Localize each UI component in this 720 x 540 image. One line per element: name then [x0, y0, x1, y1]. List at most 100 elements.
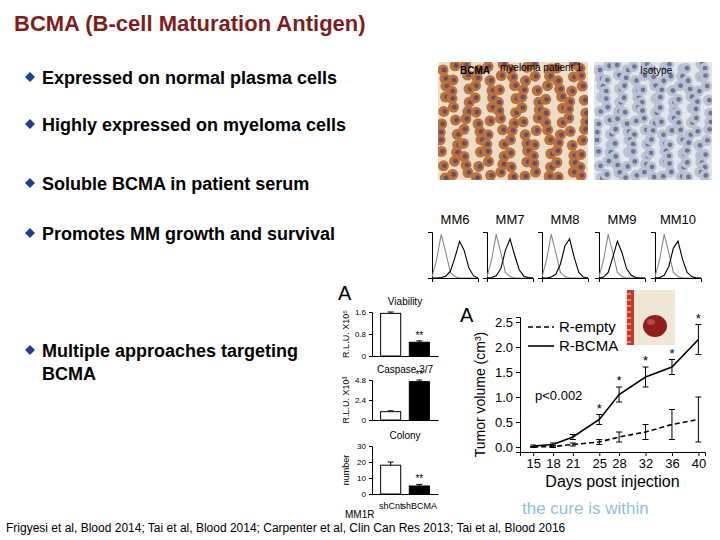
error-bar [550, 443, 556, 446]
nucleus [624, 75, 629, 80]
y-tick-mark [369, 478, 372, 479]
cell [551, 157, 562, 168]
chart-title: MM6 [441, 212, 470, 227]
cell [681, 145, 692, 156]
y-tick-label: 1.6 [355, 308, 367, 317]
nucleus [670, 88, 675, 93]
nucleus [498, 87, 503, 92]
cell [485, 75, 496, 86]
series-line [599, 241, 645, 278]
y-tick-mark [369, 400, 372, 401]
y-axis-line [538, 233, 543, 279]
error-bar [596, 440, 602, 445]
nucleus [625, 121, 630, 126]
cell [449, 156, 460, 167]
nucleus [703, 173, 708, 178]
series-line [599, 234, 645, 278]
nucleus [570, 89, 575, 94]
y-tick: 2.5 [495, 315, 520, 330]
ruler-tick [627, 312, 631, 313]
series-line [432, 241, 478, 278]
error-bar [695, 325, 701, 355]
nucleus [544, 97, 549, 102]
cell [611, 62, 622, 71]
cell [600, 169, 611, 180]
nucleus [605, 105, 610, 110]
y-tick: 0.5 [495, 415, 520, 430]
y-tick-label: 20 [357, 458, 366, 467]
nucleus [632, 159, 637, 164]
series-line [432, 234, 478, 278]
micrograph-bg [594, 62, 712, 180]
nucleus [658, 95, 663, 100]
bullet-marker [25, 72, 35, 82]
x-tick-label: 25 [593, 456, 607, 471]
image-label: myeloma patient 1 [500, 62, 582, 73]
cell [577, 81, 588, 92]
plot-area [432, 234, 478, 278]
cell [450, 62, 461, 71]
nucleus [557, 174, 562, 179]
ruler-tick [627, 330, 631, 331]
cell [628, 62, 639, 72]
cell [505, 134, 516, 145]
y-tick: 20 [357, 458, 372, 467]
error-bar [643, 367, 649, 387]
cell [682, 171, 693, 180]
x-tick-label: 21 [566, 456, 580, 471]
nucleus [439, 130, 444, 135]
nucleus [708, 120, 712, 125]
nucleus [555, 160, 560, 165]
y-axis-line [651, 233, 656, 279]
cell [471, 107, 482, 118]
nucleus [440, 122, 445, 127]
nucleus [707, 127, 712, 132]
cell [458, 138, 469, 149]
cell [575, 170, 586, 180]
nucleus [440, 149, 445, 154]
series-line [487, 234, 533, 278]
y-tick-mark [369, 446, 372, 447]
nucleus [512, 175, 517, 180]
nucleus [497, 108, 502, 113]
cell [638, 113, 649, 124]
cell [485, 115, 496, 126]
cell [579, 124, 588, 135]
bar [381, 313, 401, 356]
nucleus [642, 116, 647, 121]
plot-area [381, 465, 430, 494]
bullet-marker [25, 345, 35, 355]
nucleus [479, 129, 484, 134]
error-bar [570, 443, 576, 446]
nucleus [501, 127, 506, 132]
x-axis: 1518212528323640 [521, 452, 707, 471]
nucleus [705, 138, 710, 143]
error-bar [695, 397, 701, 442]
ruler-tick [627, 324, 631, 325]
cell [447, 169, 458, 180]
cell [567, 140, 578, 151]
text-line: Promotes MM growth and survival [42, 224, 335, 244]
nucleus [450, 89, 455, 94]
tumor-highlight [647, 319, 655, 325]
cell [577, 135, 588, 146]
nucleus [524, 174, 529, 179]
cell [601, 102, 612, 113]
error-bar [616, 387, 622, 402]
cell [618, 92, 629, 103]
x-axis-line [543, 279, 589, 283]
error-bar [643, 425, 649, 440]
nucleus [442, 68, 447, 73]
cell [530, 167, 541, 178]
y-tick: 4.8 [355, 376, 372, 385]
series-line [542, 234, 588, 278]
cell [450, 115, 461, 126]
y-axis: 02.44.8 [355, 376, 373, 425]
cell [470, 92, 481, 103]
chart-title: MM7 [496, 212, 525, 227]
nucleus [546, 127, 551, 132]
nucleus [567, 116, 572, 121]
y-tick: 0 [362, 490, 372, 499]
y-axis-title: number [341, 455, 351, 486]
micrograph [438, 62, 588, 180]
